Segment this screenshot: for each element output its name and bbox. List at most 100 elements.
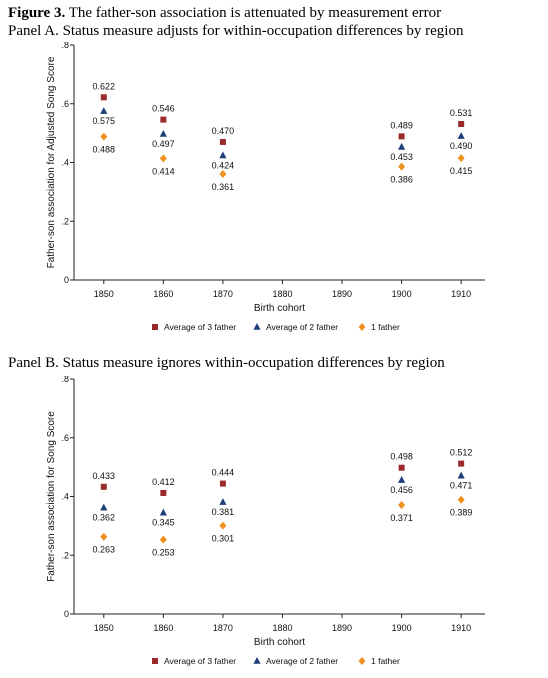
data-label: 0.498: [390, 452, 413, 462]
legend-marker: [152, 658, 158, 664]
legend-marker: [358, 323, 366, 331]
y-tick-label: .8: [61, 376, 69, 384]
legend-label: 1 father: [371, 656, 400, 666]
data-point: [457, 471, 465, 479]
data-point: [159, 535, 167, 544]
data-label: 0.263: [93, 545, 116, 555]
data-point: [398, 501, 406, 510]
data-label: 0.389: [450, 508, 473, 518]
data-label: 0.361: [212, 182, 235, 192]
legend-marker: [253, 657, 261, 664]
x-tick-label: 1860: [153, 623, 173, 633]
figure-title: Figure 3. The father-son association is …: [8, 4, 546, 22]
data-point: [219, 498, 227, 505]
legend-label: Average of 2 father: [266, 656, 338, 666]
data-label: 0.301: [212, 534, 235, 544]
data-point: [100, 132, 108, 141]
data-label: 0.471: [450, 481, 473, 491]
y-tick-label: .2: [61, 216, 69, 226]
x-axis-title: Birth cohort: [254, 303, 305, 314]
data-point: [219, 151, 227, 159]
data-label: 0.531: [450, 108, 473, 118]
x-tick-label: 1850: [94, 623, 114, 633]
data-point: [398, 476, 406, 483]
y-tick-label: 0: [64, 275, 69, 285]
data-label: 0.490: [450, 141, 473, 151]
data-point: [100, 532, 108, 541]
data-point: [159, 508, 167, 516]
data-label: 0.453: [390, 152, 413, 162]
data-label: 0.386: [390, 175, 413, 185]
data-point: [160, 116, 167, 123]
x-tick-label: 1890: [332, 623, 352, 633]
legend-marker: [152, 324, 158, 330]
data-label: 0.622: [93, 81, 116, 91]
data-label: 0.512: [450, 448, 473, 458]
data-point: [219, 521, 227, 530]
data-point: [398, 464, 405, 471]
x-tick-label: 1860: [153, 289, 173, 299]
figure-caption: The father-son association is attenuated…: [65, 5, 442, 21]
data-point: [100, 94, 107, 101]
data-label: 0.424: [212, 160, 235, 170]
data-label: 0.253: [152, 548, 175, 558]
data-point: [398, 162, 406, 171]
data-label: 0.371: [390, 513, 413, 523]
data-label: 0.470: [212, 126, 235, 136]
panel-b-chart: 0 .2 .4 .6 .8 1850 1860 1870 1880 1890 1900 1910 Bir…: [46, 376, 485, 666]
data-label: 0.414: [152, 166, 175, 176]
data-label: 0.381: [212, 507, 235, 517]
y-axis-title: Father-son association for Song Score: [46, 411, 57, 582]
x-tick-label: 1900: [392, 623, 412, 633]
data-point: [457, 495, 465, 504]
data-point: [219, 169, 227, 178]
data-label: 0.412: [152, 477, 175, 487]
legend-label: Average of 3 father: [164, 656, 236, 666]
y-tick-label: 0: [64, 609, 69, 619]
x-tick-label: 1890: [332, 289, 352, 299]
data-point: [458, 460, 465, 467]
legend-marker: [358, 657, 366, 665]
y-tick-label: .2: [61, 550, 69, 560]
x-tick-label: 1910: [451, 623, 471, 633]
y-axis-title: Father-son association for Adjusted Song…: [46, 56, 57, 268]
x-tick-label: 1850: [94, 289, 114, 299]
data-point: [457, 154, 465, 163]
data-label: 0.497: [152, 139, 175, 149]
data-point: [457, 132, 465, 139]
y-tick-label: .6: [61, 433, 69, 443]
legend-marker: [253, 323, 261, 330]
data-label: 0.546: [152, 104, 175, 114]
x-tick-label: 1910: [451, 289, 471, 299]
data-point: [100, 483, 107, 490]
panel-b-title: Panel B. Status measure ignores within-o…: [8, 355, 445, 371]
data-point: [100, 503, 108, 511]
data-label: 0.444: [212, 468, 235, 478]
data-label: 0.488: [93, 145, 116, 155]
data-point: [398, 133, 405, 140]
y-tick-label: .8: [61, 42, 69, 50]
y-tick-label: .4: [61, 492, 69, 502]
y-tick-label: .6: [61, 99, 69, 109]
data-point: [159, 154, 167, 163]
data-label: 0.575: [93, 116, 116, 126]
data-label: 0.415: [450, 166, 473, 176]
x-tick-label: 1870: [213, 289, 233, 299]
data-label: 0.362: [93, 513, 116, 523]
x-tick-label: 1880: [272, 289, 292, 299]
y-tick-label: .4: [61, 158, 69, 168]
data-label: 0.345: [152, 518, 175, 528]
legend-label: Average of 3 father: [164, 322, 236, 332]
data-point: [398, 142, 406, 150]
data-point: [458, 121, 465, 128]
data-point: [160, 489, 167, 496]
x-tick-label: 1880: [272, 623, 292, 633]
data-point: [219, 138, 226, 145]
data-label: 0.489: [390, 120, 413, 130]
data-point: [219, 480, 226, 487]
panel-a-chart: 0 .2 .4 .6 .8 1850 1860 1870 1880 1890 1900 1910 Bir…: [46, 42, 485, 332]
legend-label: 1 father: [371, 322, 400, 332]
data-label: 0.456: [390, 485, 413, 495]
panel-a-title: Panel A. Status measure adjusts for with…: [8, 23, 464, 39]
data-point: [159, 130, 167, 137]
